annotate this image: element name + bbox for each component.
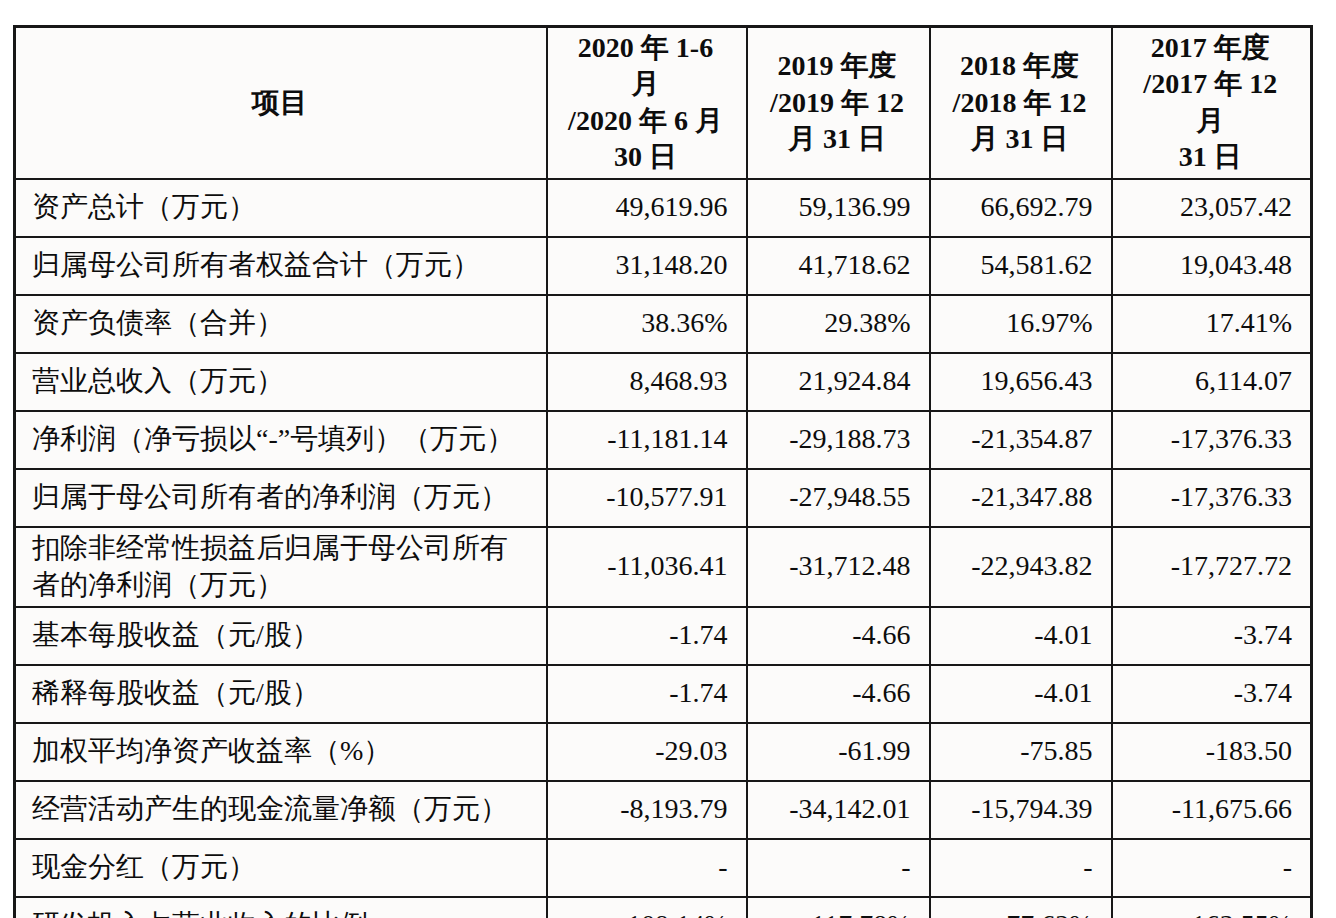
cell-value: -4.01 — [930, 607, 1112, 665]
cell-value: 54,581.62 — [930, 237, 1112, 295]
header-period-2020: 2020 年 1-6 月 /2020 年 6 月 30 日 — [547, 27, 747, 179]
cell-value: - — [747, 839, 930, 897]
cell-value: -17,727.72 — [1112, 527, 1312, 607]
cell-value: 16.97% — [930, 295, 1112, 353]
cell-value: - — [930, 839, 1112, 897]
cell-value: -17,376.33 — [1112, 469, 1312, 527]
row-label: 资产总计（万元） — [15, 179, 547, 237]
cell-value: 49,619.96 — [547, 179, 747, 237]
cell-value: -4.66 — [747, 607, 930, 665]
header-line: /2017 年 12 月 — [1143, 68, 1277, 135]
header-period-2018: 2018 年度 /2018 年 12 月 31 日 — [930, 27, 1112, 179]
cell-value: 17.41% — [1112, 295, 1312, 353]
cell-value: -31,712.48 — [747, 527, 930, 607]
header-period-2019: 2019 年度 /2019 年 12 月 31 日 — [747, 27, 930, 179]
cell-value: -4.01 — [930, 665, 1112, 723]
table-row: 研发投入占营业收入的比例 109.14% 117.78% 77.62% 163.… — [15, 897, 1312, 918]
cell-value: 38.36% — [547, 295, 747, 353]
document-page: 项目 2020 年 1-6 月 /2020 年 6 月 30 日 2019 年度… — [0, 0, 1336, 918]
cell-value: 163.55% — [1112, 897, 1312, 918]
table-row: 经营活动产生的现金流量净额（万元） -8,193.79 -34,142.01 -… — [15, 781, 1312, 839]
cell-value: 59,136.99 — [747, 179, 930, 237]
cell-value: -1.74 — [547, 607, 747, 665]
cell-value: -29,188.73 — [747, 411, 930, 469]
header-line: 2019 年度 — [778, 50, 897, 81]
row-label: 加权平均净资产收益率（%） — [15, 723, 547, 781]
header-line: /2019 年 12 — [770, 87, 904, 118]
cell-value: - — [1112, 839, 1312, 897]
cell-value: 31,148.20 — [547, 237, 747, 295]
cell-value: -21,347.88 — [930, 469, 1112, 527]
cell-value: 77.62% — [930, 897, 1112, 918]
cell-value: 117.78% — [747, 897, 930, 918]
table-row: 资产总计（万元） 49,619.96 59,136.99 66,692.79 2… — [15, 179, 1312, 237]
row-label: 营业总收入（万元） — [15, 353, 547, 411]
header-line: 2020 年 1-6 月 — [578, 32, 713, 99]
table-row: 净利润（净亏损以“-”号填列）（万元） -11,181.14 -29,188.7… — [15, 411, 1312, 469]
cell-value: 66,692.79 — [930, 179, 1112, 237]
header-line: 2018 年度 — [960, 50, 1079, 81]
header-line: /2020 年 6 月 — [568, 105, 723, 136]
header-period-2017: 2017 年度 /2017 年 12 月 31 日 — [1112, 27, 1312, 179]
table-row: 现金分红（万元） - - - - — [15, 839, 1312, 897]
cell-value: 19,043.48 — [1112, 237, 1312, 295]
cell-value: -3.74 — [1112, 607, 1312, 665]
header-row: 项目 2020 年 1-6 月 /2020 年 6 月 30 日 2019 年度… — [15, 27, 1312, 179]
cell-value: 109.14% — [547, 897, 747, 918]
cell-value: -34,142.01 — [747, 781, 930, 839]
table-row: 扣除非经常性损益后归属于母公司所有者的净利润（万元） -11,036.41 -3… — [15, 527, 1312, 607]
row-label: 资产负债率（合并） — [15, 295, 547, 353]
cell-value: -75.85 — [930, 723, 1112, 781]
table-row: 稀释每股收益（元/股） -1.74 -4.66 -4.01 -3.74 — [15, 665, 1312, 723]
table-row: 营业总收入（万元） 8,468.93 21,924.84 19,656.43 6… — [15, 353, 1312, 411]
cell-value: 23,057.42 — [1112, 179, 1312, 237]
cell-value: -27,948.55 — [747, 469, 930, 527]
cell-value: 19,656.43 — [930, 353, 1112, 411]
cell-value: -11,036.41 — [547, 527, 747, 607]
cell-value: -11,675.66 — [1112, 781, 1312, 839]
header-item: 项目 — [15, 27, 547, 179]
table-row: 归属于母公司所有者的净利润（万元） -10,577.91 -27,948.55 … — [15, 469, 1312, 527]
cell-value: 8,468.93 — [547, 353, 747, 411]
cell-value: 21,924.84 — [747, 353, 930, 411]
table-row: 归属母公司所有者权益合计（万元） 31,148.20 41,718.62 54,… — [15, 237, 1312, 295]
cell-value: -22,943.82 — [930, 527, 1112, 607]
cell-value: -4.66 — [747, 665, 930, 723]
row-label: 现金分红（万元） — [15, 839, 547, 897]
cell-value: -17,376.33 — [1112, 411, 1312, 469]
table-row: 资产负债率（合并） 38.36% 29.38% 16.97% 17.41% — [15, 295, 1312, 353]
header-line: 2017 年度 — [1151, 32, 1270, 63]
cell-value: 29.38% — [747, 295, 930, 353]
cell-value: -61.99 — [747, 723, 930, 781]
cell-value: 41,718.62 — [747, 237, 930, 295]
row-label: 净利润（净亏损以“-”号填列）（万元） — [15, 411, 547, 469]
cell-value: - — [547, 839, 747, 897]
cell-value: -1.74 — [547, 665, 747, 723]
cell-value: -21,354.87 — [930, 411, 1112, 469]
cell-value: -3.74 — [1112, 665, 1312, 723]
cell-value: -8,193.79 — [547, 781, 747, 839]
financial-summary-table: 项目 2020 年 1-6 月 /2020 年 6 月 30 日 2019 年度… — [13, 25, 1313, 918]
cell-value: -11,181.14 — [547, 411, 747, 469]
header-line: 31 日 — [1179, 141, 1242, 172]
table-row: 加权平均净资产收益率（%） -29.03 -61.99 -75.85 -183.… — [15, 723, 1312, 781]
row-label: 基本每股收益（元/股） — [15, 607, 547, 665]
cell-value: -183.50 — [1112, 723, 1312, 781]
row-label: 归属母公司所有者权益合计（万元） — [15, 237, 547, 295]
cell-value: -29.03 — [547, 723, 747, 781]
header-line: 30 日 — [614, 141, 677, 172]
cell-value: -15,794.39 — [930, 781, 1112, 839]
row-label: 扣除非经常性损益后归属于母公司所有者的净利润（万元） — [15, 527, 547, 607]
cell-value: 6,114.07 — [1112, 353, 1312, 411]
header-line: /2018 年 12 — [953, 87, 1087, 118]
row-label: 经营活动产生的现金流量净额（万元） — [15, 781, 547, 839]
header-line: 月 31 日 — [788, 123, 886, 154]
row-label: 研发投入占营业收入的比例 — [15, 897, 547, 918]
row-label: 稀释每股收益（元/股） — [15, 665, 547, 723]
row-label: 归属于母公司所有者的净利润（万元） — [15, 469, 547, 527]
table-row: 基本每股收益（元/股） -1.74 -4.66 -4.01 -3.74 — [15, 607, 1312, 665]
cell-value: -10,577.91 — [547, 469, 747, 527]
header-line: 月 31 日 — [971, 123, 1069, 154]
